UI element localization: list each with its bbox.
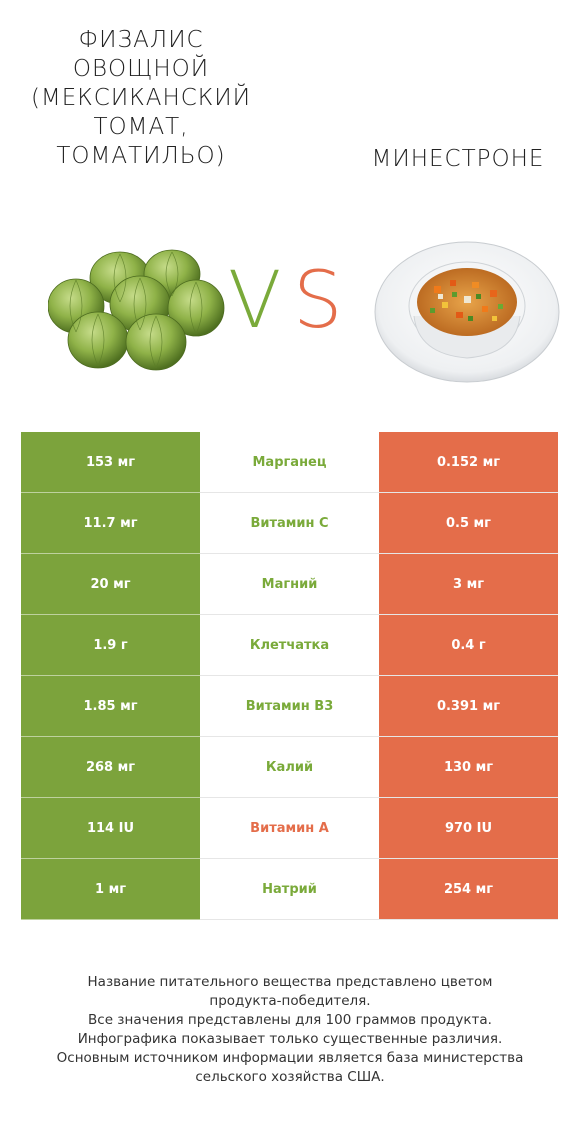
left-value: 1.85 мг (21, 676, 200, 737)
nutrient-name: Витамин B3 (200, 676, 379, 736)
minestrone-soup-image (372, 236, 562, 386)
vs-letter-v: V (228, 256, 282, 346)
tomatillo-image (47, 248, 236, 372)
right-value: 254 мг (379, 859, 558, 919)
table-row: 20 мг Магний 3 мг (21, 554, 558, 615)
footnote-line: продукта-победителя. (209, 993, 371, 1009)
table-row: 153 мг Марганец 0.152 мг (21, 432, 558, 493)
table-row: 1.9 г Клетчатка 0.4 г (21, 615, 558, 676)
right-value: 0.5 мг (379, 493, 558, 553)
left-value: 20 мг (21, 554, 200, 615)
right-value: 0.391 мг (379, 676, 558, 736)
footnote: Название питательного вещества представл… (10, 973, 570, 1087)
footnote-line: Все значения представлены для 100 граммо… (88, 1012, 492, 1028)
footnote-line: сельского хозяйства США. (195, 1069, 385, 1085)
right-value: 0.152 мг (379, 432, 558, 492)
nutrient-name: Натрий (200, 859, 379, 919)
nutrient-comparison-table: 153 мг Марганец 0.152 мг 11.7 мг Витамин C 0.… (21, 432, 558, 920)
vs-letter-s: S (293, 256, 343, 346)
left-value: 114 IU (21, 798, 200, 859)
nutrient-name: Калий (200, 737, 379, 797)
right-value: 0.4 г (379, 615, 558, 675)
table-row: 1 мг Натрий 254 мг (21, 859, 558, 920)
footnote-line: Инфографика показывает только существенн… (77, 1031, 503, 1047)
nutrient-name: Витамин A (200, 798, 379, 858)
table-row: 268 мг Калий 130 мг (21, 737, 558, 798)
nutrient-name: Магний (200, 554, 379, 614)
table-row: 11.7 мг Витамин C 0.5 мг (21, 493, 558, 554)
table-row: 114 IU Витамин A 970 IU (21, 798, 558, 859)
left-value: 1 мг (21, 859, 200, 920)
right-value: 3 мг (379, 554, 558, 614)
nutrient-name: Марганец (200, 432, 379, 492)
left-value: 1.9 г (21, 615, 200, 676)
footnote-line: Название питательного вещества представл… (87, 974, 493, 990)
right-value: 130 мг (379, 737, 558, 797)
left-value: 268 мг (21, 737, 200, 798)
right-value: 970 IU (379, 798, 558, 858)
table-row: 1.85 мг Витамин B3 0.391 мг (21, 676, 558, 737)
left-value: 11.7 мг (21, 493, 200, 554)
right-product-title: Минестроне (371, 146, 545, 172)
nutrient-name: Витамин C (200, 493, 379, 553)
left-value: 153 мг (21, 432, 200, 493)
footnote-line: Основным источником информации является … (56, 1050, 524, 1066)
left-product-title: Физалис овощной (мексиканский томат, том… (30, 27, 252, 169)
nutrient-name: Клетчатка (200, 615, 379, 675)
